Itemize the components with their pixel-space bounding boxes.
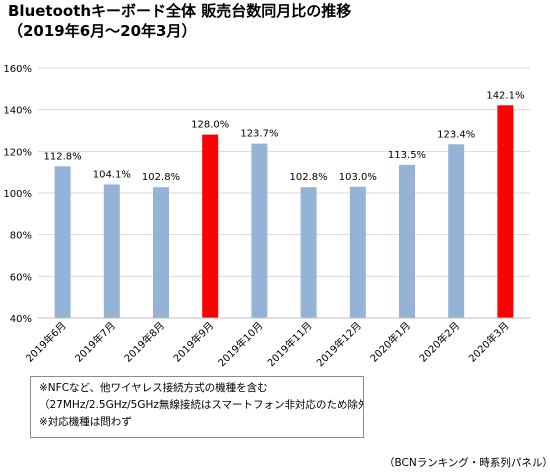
data-label: 103.0% [339, 172, 377, 183]
data-label: 113.5% [388, 150, 426, 161]
chart-title: Bluetoothキーボード全体 販売台数同月比の推移 [8, 2, 352, 20]
category-label: 2019年8月 [121, 319, 167, 365]
y-tick-label: 100% [3, 189, 32, 200]
category-label: 2020年3月 [466, 319, 512, 365]
category-label: 2019年10月 [215, 319, 265, 369]
bar [399, 164, 415, 318]
data-label: 142.1% [486, 90, 524, 101]
data-label: 104.1% [93, 169, 131, 180]
data-label: 112.8% [44, 151, 82, 162]
bar-chart: 40% 60% 80% 100% 120% 140% 160% 112.8% 2019年6月 10… [3, 64, 530, 369]
note-line-1: ※NFCなど、他ワイヤレス接続方式の機種を含む [39, 382, 268, 394]
note-line-3: ※対応機種は問わず [39, 416, 132, 428]
category-label: 2019年7月 [72, 319, 118, 365]
notes-box: ※NFCなど、他ワイヤレス接続方式の機種を含む （27MHz/2.5GHz/5G… [30, 376, 364, 438]
data-label: 123.4% [437, 129, 475, 140]
bar [103, 184, 120, 318]
bar [202, 134, 219, 318]
y-tick-label: 80% [10, 231, 32, 242]
data-label: 102.8% [290, 172, 328, 183]
bar [497, 105, 514, 319]
bar [349, 186, 366, 318]
bar [54, 166, 71, 318]
category-label: 2019年11月 [264, 319, 314, 369]
bar [300, 187, 317, 318]
data-label: 128.0% [191, 120, 229, 131]
data-label: 102.8% [142, 172, 180, 183]
source-label: （BCNランキング・時系列パネル） [384, 457, 550, 469]
bar [251, 143, 268, 318]
y-tick-label: 60% [10, 272, 32, 283]
y-tick-label: 160% [3, 64, 32, 75]
chart-subtitle: （2019年6月～20年3月） [8, 22, 197, 40]
category-label: 2020年1月 [367, 319, 413, 365]
category-label: 2019年12月 [314, 319, 364, 369]
y-tick-label: 140% [3, 106, 32, 117]
y-tick-label: 40% [10, 314, 32, 325]
category-label: 2020年2月 [416, 319, 462, 365]
category-label: 2019年9月 [170, 319, 216, 365]
note-line-2: （27MHz/2.5GHz/5GHz無線接続はスマートフォン非対応のため除外） [39, 399, 364, 411]
y-tick-label: 120% [3, 147, 32, 158]
category-label: 2019年6月 [23, 319, 69, 365]
data-label: 123.7% [240, 129, 278, 140]
bar [153, 187, 169, 318]
bar [448, 144, 465, 318]
